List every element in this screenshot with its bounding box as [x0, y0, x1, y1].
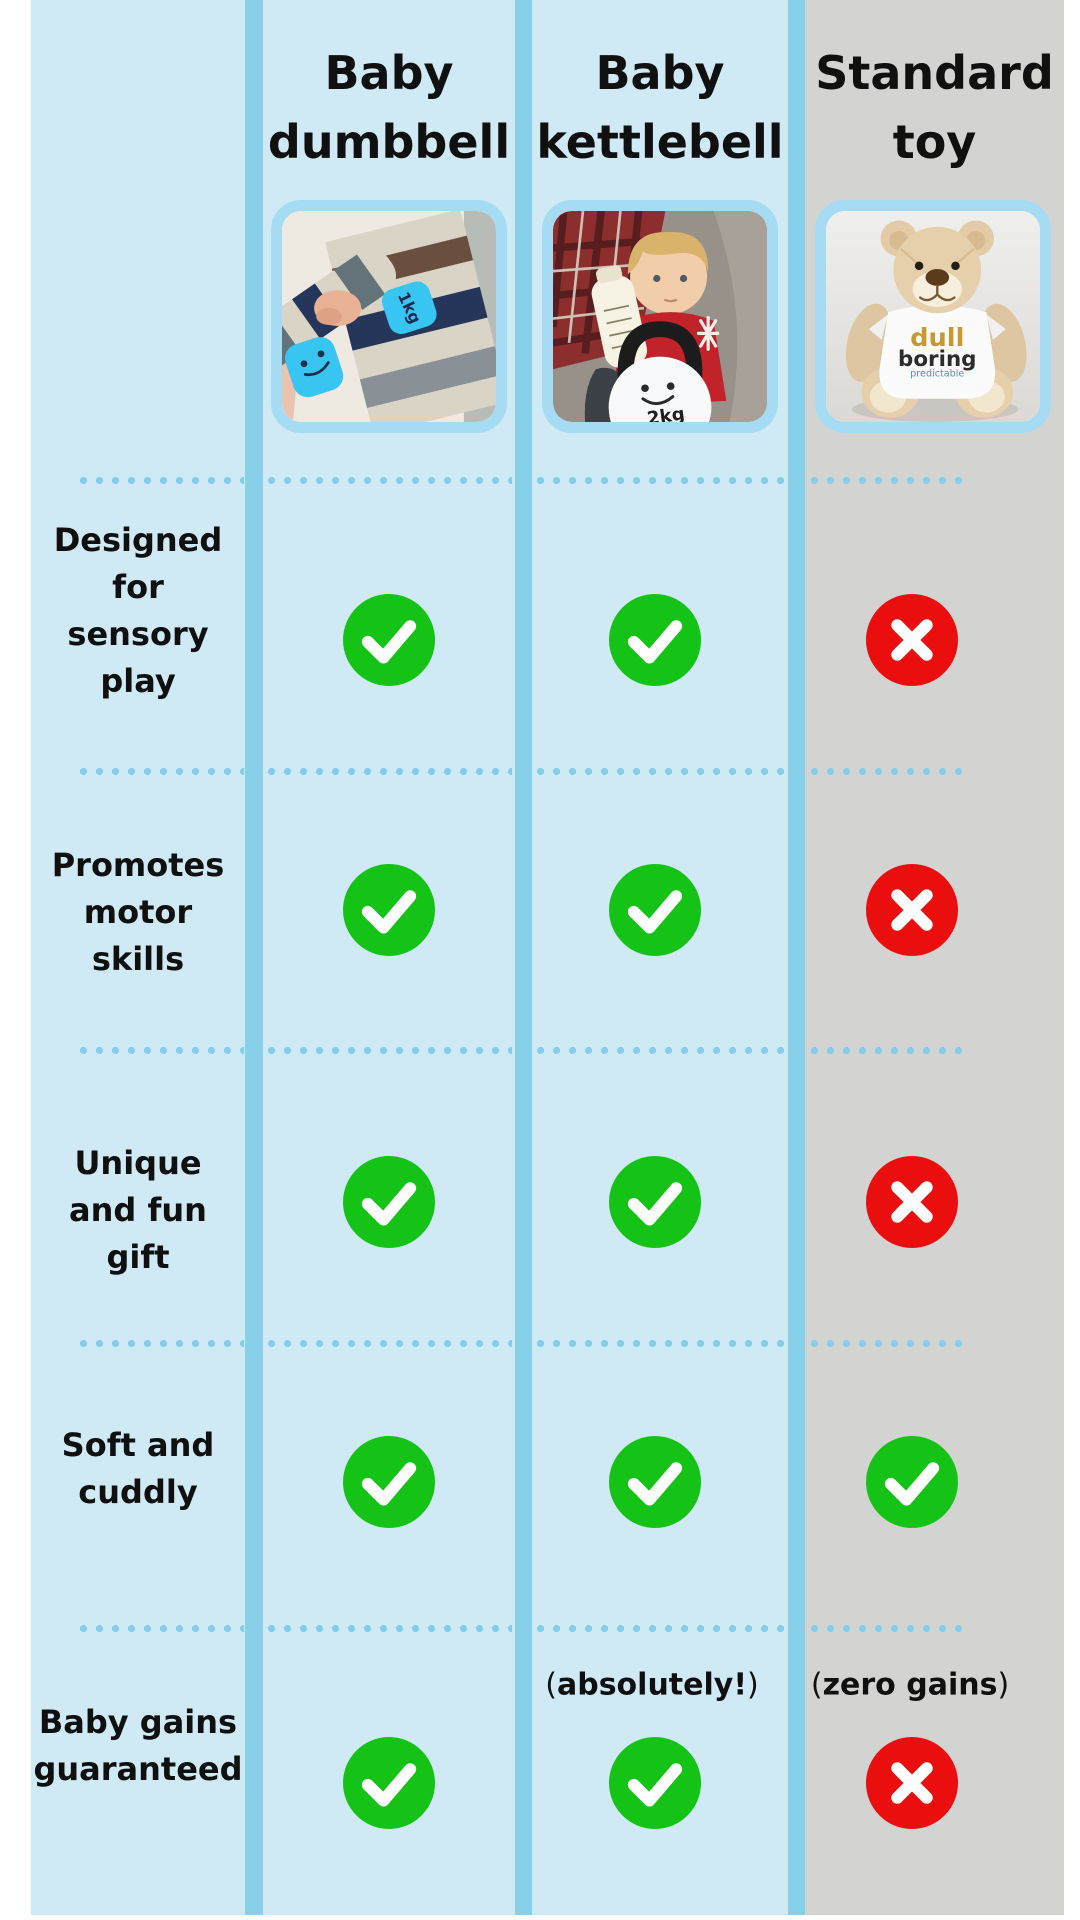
row-separator [536, 1339, 785, 1348]
column-header-baby-dumbbell: Baby dumbbell [267, 46, 511, 169]
check-icon [343, 594, 435, 686]
column-header-standard-toy: Standard toy [815, 46, 1054, 169]
cross-icon [866, 864, 958, 956]
row-label-soft-cuddly: Soft and cuddly [61, 1426, 215, 1511]
check-icon [866, 1436, 958, 1528]
annotation-absolutely: (absolutely!) [545, 1668, 758, 1703]
label-column-panel [31, 0, 245, 1915]
row-separator [536, 476, 785, 485]
annotation-text: zero gains [822, 1667, 998, 1703]
row-separator [536, 1046, 785, 1055]
row-separator [79, 1046, 244, 1055]
column-divider [788, 0, 805, 1915]
row-separator [810, 1046, 970, 1055]
check-icon [343, 1156, 435, 1248]
check-icon [343, 1737, 435, 1829]
row-separator [536, 767, 785, 776]
row-label-baby-gains: Baby gains guaranteed [33, 1703, 243, 1788]
svg-text:dull: dull [910, 323, 964, 353]
annotation-zero-gains: (zero gains) [811, 1668, 1009, 1703]
annotation-paren: ) [997, 1667, 1010, 1703]
column-header-baby-kettlebell: Baby kettlebell [536, 46, 784, 169]
svg-text:predictable: predictable [910, 369, 964, 380]
check-icon [609, 1156, 701, 1248]
column-divider [245, 0, 263, 1915]
row-separator [267, 1624, 512, 1633]
annotation-paren: ( [810, 1667, 823, 1703]
row-separator [79, 476, 244, 485]
row-separator [810, 1624, 970, 1633]
check-icon [609, 594, 701, 686]
row-separator [267, 1046, 512, 1055]
check-icon [609, 1436, 701, 1528]
row-separator [267, 1339, 512, 1348]
standard-toy-photo: dull boring predictable [815, 200, 1051, 433]
baby-kettlebell-photo: 2kg [542, 200, 778, 433]
check-icon [343, 864, 435, 956]
cross-icon [866, 1737, 958, 1829]
row-label-sensory-play: Designed for sensory play [53, 521, 223, 700]
column-divider [515, 0, 532, 1915]
row-separator [79, 767, 244, 776]
row-separator [79, 1624, 244, 1633]
annotation-paren: ) [747, 1667, 759, 1703]
row-separator [267, 476, 512, 485]
row-label-motor-skills: Promotes motor skills [51, 846, 225, 978]
row-separator [810, 476, 970, 485]
teddy-bear-illustration: dull boring predictable [826, 211, 1040, 422]
row-separator [536, 1624, 785, 1633]
check-icon [609, 864, 701, 956]
svg-text:boring: boring [898, 347, 976, 372]
cross-icon [866, 1156, 958, 1248]
row-separator [810, 767, 970, 776]
svg-text:2kg: 2kg [646, 404, 686, 422]
annotation-paren: ( [545, 1667, 557, 1703]
row-label-unique-gift: Unique and fun gift [69, 1144, 207, 1276]
row-separator [267, 767, 512, 776]
row-separator [79, 1339, 244, 1348]
check-icon [343, 1436, 435, 1528]
cross-icon [866, 594, 958, 686]
baby-dumbbell-photo: 1kg [271, 200, 507, 433]
baby-dumbbell-illustration: 1kg [282, 211, 496, 422]
baby-kettlebell-illustration: 2kg [553, 211, 767, 422]
annotation-text: absolutely! [556, 1667, 748, 1703]
row-separator [810, 1339, 970, 1348]
check-icon [609, 1737, 701, 1829]
